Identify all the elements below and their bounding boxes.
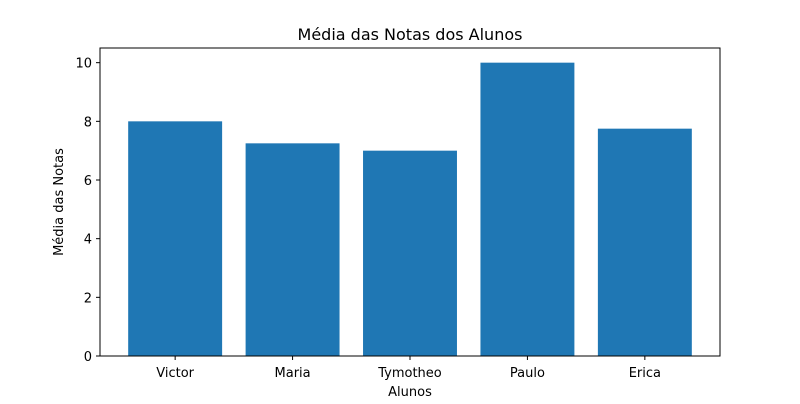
y-tick-label: 6 — [84, 174, 92, 189]
y-tick-label: 10 — [75, 57, 92, 72]
y-axis-label: Média das Notas — [52, 148, 67, 256]
x-axis-label: Alunos — [388, 385, 432, 400]
y-tick-label: 8 — [84, 115, 92, 130]
y-tick-label: 0 — [84, 350, 92, 365]
x-tick-label: Erica — [629, 366, 661, 381]
chart-title: Média das Notas dos Alunos — [298, 25, 523, 44]
bar-erica — [597, 128, 692, 356]
x-tick-label: Maria — [275, 366, 311, 381]
y-tick-label: 2 — [84, 291, 92, 306]
x-tick-label: Paulo — [510, 366, 545, 381]
y-axis: 0 2 4 6 8 10 — [75, 57, 100, 365]
bar-maria — [245, 143, 340, 356]
x-tick-label: Tymotheo — [377, 366, 442, 381]
x-tick-label: Victor — [156, 366, 194, 381]
bars-group — [128, 62, 692, 357]
bar-tymotheo — [363, 150, 457, 356]
x-axis: Victor Maria Tymotheo Paulo Erica — [156, 356, 661, 381]
bar-paulo — [480, 62, 575, 357]
plot-frame — [99, 47, 721, 357]
bar-victor — [128, 121, 223, 356]
y-tick-label: 4 — [84, 233, 92, 248]
